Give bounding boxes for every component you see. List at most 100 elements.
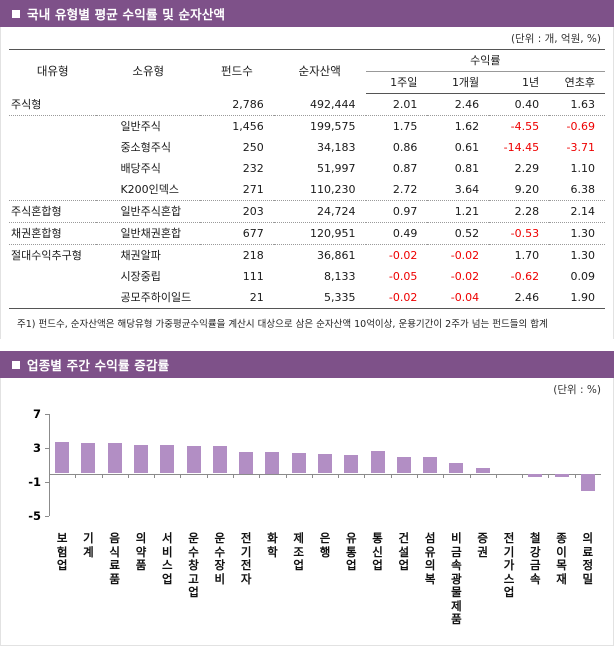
unit-label-sector: (단위 : %) <box>0 378 614 400</box>
cell-return-1w: 2.72 <box>365 179 428 201</box>
cell-return-1w: 0.87 <box>392 162 418 175</box>
chart-bar <box>134 445 148 474</box>
cell-minor: 일반채권혼합 <box>96 222 201 245</box>
chart-bar <box>318 453 332 474</box>
chart-bar <box>212 446 227 474</box>
cell-fund-count: 218 <box>242 249 264 262</box>
x-axis-tick-label: 종이목재 <box>556 531 567 586</box>
col-return-group: 수익률 <box>365 49 605 72</box>
cell-net-assets: 492,444 <box>273 93 366 116</box>
unit-text-fund: (단위 : 개, 억원, %) <box>510 32 601 45</box>
chart-bar <box>291 453 306 474</box>
fund-table-note: 주1) 펀드수, 순자산액은 해당유형 가중평균수익률을 계산시 대상으로 삼은… <box>0 309 614 339</box>
cell-major <box>9 266 96 287</box>
chart-bar <box>475 467 490 474</box>
x-axis-tick-label: 의료정밀 <box>582 531 594 586</box>
cell-return-1y: 9.20 <box>489 179 550 201</box>
x-axis-tick-label: 증권 <box>477 531 488 559</box>
cell-return-1y: -14.45 <box>503 141 540 154</box>
x-axis-tick-label: 전기가스업 <box>503 531 515 599</box>
table-row: 공모주하이일드 21 5,335 -0.02 -0.04 2.46 1.90 <box>9 287 605 309</box>
col-minor: 소유형 <box>96 49 201 94</box>
cell-return-1m: 0.61 <box>454 141 480 154</box>
cell-return-1m: 0.52 <box>427 222 490 245</box>
x-axis-tick-mark <box>206 473 208 478</box>
y-axis-tick-label: 7 <box>32 407 41 421</box>
chart-bar <box>107 442 122 474</box>
cell-return-1w: -0.02 <box>388 249 418 262</box>
table-row: 시장중립 111 8,133 -0.05 -0.02 -0.62 0.09 <box>9 266 605 287</box>
panel-header-fund: 국내 유형별 평균 수익률 및 순자산액 <box>0 0 614 27</box>
x-axis-tick-mark <box>443 473 445 478</box>
y-axis-line <box>49 414 50 516</box>
panel-title-fund: 국내 유형별 평균 수익률 및 순자산액 <box>27 7 226 22</box>
cell-return-1y: -0.53 <box>489 222 550 245</box>
y-axis-tick-mark <box>45 516 49 517</box>
cell-return-ytd: -0.69 <box>566 120 595 133</box>
cell-net-assets: 110,230 <box>273 179 366 201</box>
chart-bar <box>449 463 464 474</box>
cell-return-ytd: 1.90 <box>549 287 605 309</box>
cell-minor: K200인덱스 <box>96 179 201 201</box>
x-axis-tick-label: 은행 <box>319 531 331 559</box>
cell-net-assets: 120,951 <box>273 222 366 245</box>
cell-return-1w: 0.97 <box>365 200 428 223</box>
panel-gap <box>0 339 614 351</box>
chart-bar <box>370 451 385 474</box>
cell-fund-count: 250 <box>242 141 264 154</box>
cell-return-1m: -0.02 <box>450 270 480 283</box>
cell-return-1y: 0.40 <box>489 93 550 116</box>
x-axis-tick-mark <box>469 473 471 478</box>
cell-major <box>9 287 97 309</box>
cell-net-assets: 51,997 <box>317 162 356 175</box>
table-row: 주식혼합형 일반주식혼합 203 24,724 0.97 1.21 2.28 2.14 <box>9 200 605 223</box>
cell-return-ytd: 1.30 <box>549 222 605 245</box>
table-row: 배당주식 232 51,997 0.87 0.81 2.29 1.10 <box>9 158 605 179</box>
cell-return-1y: 2.28 <box>489 200 550 223</box>
fund-return-panel: 국내 유형별 평균 수익률 및 순자산액 (단위 : 개, 억원, %) <box>0 0 614 339</box>
cell-return-ytd: 2.14 <box>549 200 605 223</box>
note-text: 주1) 펀드수, 순자산액은 해당유형 가중평균수익률을 계산시 대상으로 삼은… <box>17 319 548 330</box>
square-bullet-icon <box>12 9 20 18</box>
cell-return-1y: 2.46 <box>489 287 550 309</box>
cell-fund-count: 21 <box>200 287 274 309</box>
x-axis-tick-mark <box>522 473 524 478</box>
x-axis-tick-label: 유통업 <box>345 531 357 572</box>
cell-return-1m: -0.04 <box>427 287 490 309</box>
chart-bar <box>396 457 411 474</box>
table-row: 중소형주식 250 34,183 0.86 0.61 -14.45 -3.71 <box>9 137 605 158</box>
x-axis-tick-mark <box>154 473 156 478</box>
cell-major <box>9 137 96 158</box>
cell-net-assets: 5,335 <box>273 287 366 309</box>
cell-return-ytd: 1.30 <box>570 249 596 262</box>
cell-fund-count: 1,456 <box>232 120 264 133</box>
table-row: 채권혼합형 일반채권혼합 677 120,951 0.49 0.52 -0.53 1.30 <box>9 222 605 245</box>
x-axis-tick-mark <box>390 473 392 478</box>
col-return-1w: 1주일 <box>365 71 428 94</box>
cell-fund-count: 677 <box>200 222 274 245</box>
x-axis-tick-label: 철강금속 <box>529 531 541 586</box>
x-axis-tick-label: 섬유의복 <box>424 531 436 586</box>
cell-return-1m: -0.02 <box>450 249 480 262</box>
x-axis-tick-label: 운수창고업 <box>188 531 199 599</box>
cell-minor: 시장중립 <box>120 270 161 283</box>
cell-return-ytd: 6.38 <box>549 179 605 201</box>
cell-major <box>9 116 96 138</box>
cell-fund-count: 111 <box>242 270 264 283</box>
x-axis-tick-mark <box>259 473 261 478</box>
y-axis-tick-label: -5 <box>28 509 41 523</box>
x-axis-tick-mark <box>417 473 418 478</box>
cell-major <box>9 179 97 201</box>
x-axis-tick-mark <box>75 473 77 478</box>
cell-net-assets: 24,724 <box>273 200 366 223</box>
cell-return-1w: -0.05 <box>388 270 418 283</box>
cell-return-1y: -0.62 <box>510 270 540 283</box>
x-axis-tick-label: 제조업 <box>293 531 304 572</box>
fund-table-head: 대유형 소유형 펀드수 순자산액 수익률 1주일 1개월 1년 연초후 <box>9 49 605 94</box>
cell-return-ytd: 1.10 <box>570 162 596 175</box>
y-axis-tick-label: -1 <box>28 475 41 489</box>
cell-fund-count: 2,786 <box>200 93 274 116</box>
cell-return-1w: 2.01 <box>365 93 428 116</box>
cell-minor: 채권알파 <box>120 249 161 262</box>
chart-bar <box>344 454 359 474</box>
